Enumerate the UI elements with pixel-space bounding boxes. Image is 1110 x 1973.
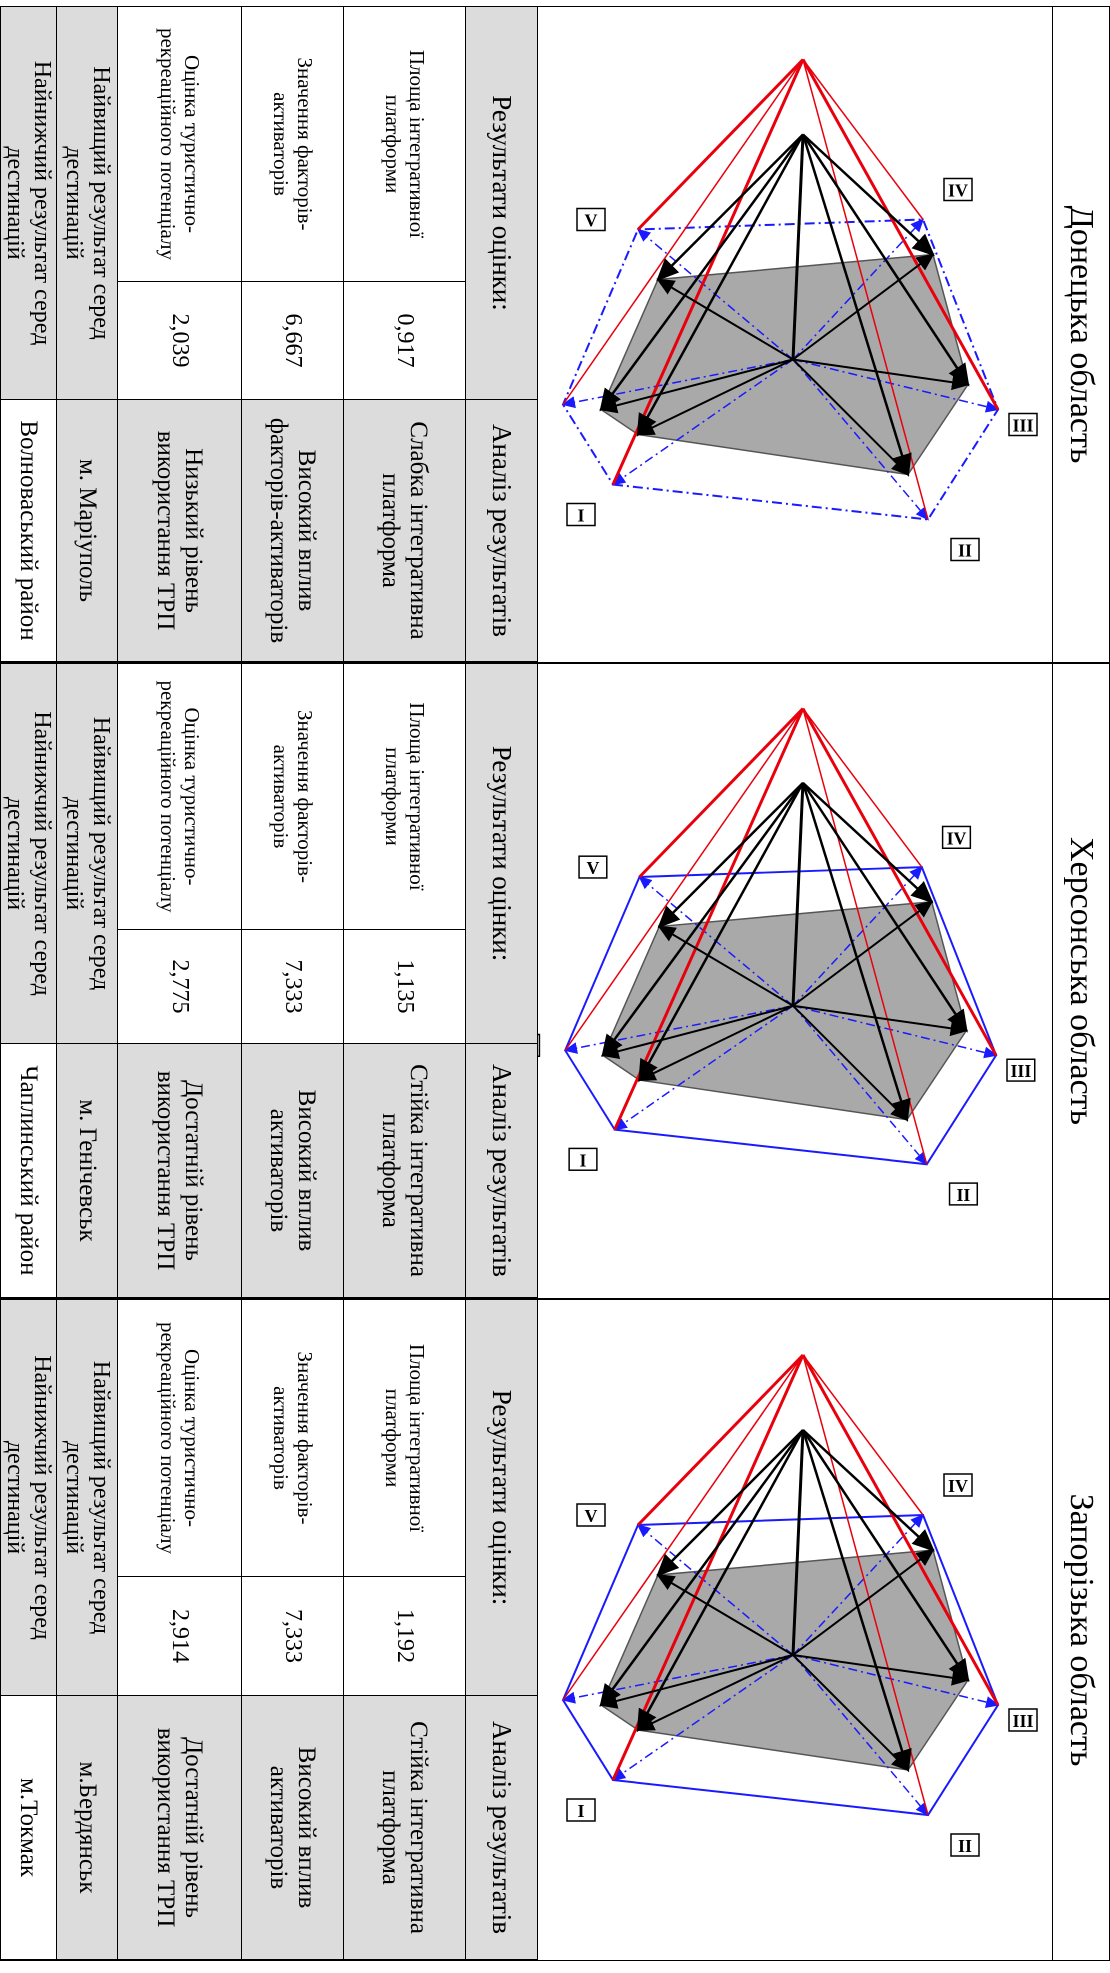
metric-label: Площа інтегративної платформи [343, 1300, 465, 1577]
svg-text:III: III [1012, 416, 1033, 436]
svg-text:I: I [577, 1801, 584, 1821]
svg-text:II: II [958, 541, 972, 561]
integrative-platform-diagram: IIIIIIIVVVI [538, 664, 1053, 1298]
axis-label: IV [944, 179, 972, 201]
activator-arrow [659, 783, 803, 927]
analysis-header: Аналіз результатів [465, 1696, 537, 1960]
axis-label: III [1009, 414, 1037, 436]
worst-destination: м.Токмак [0, 1696, 56, 1960]
apex-line [639, 709, 802, 877]
worst-destination: Волноваський район [0, 400, 56, 662]
metric-label: Оцінка туристично-рекреаційного потенціа… [117, 7, 241, 282]
apex-line [638, 1355, 803, 1525]
axis-label: V [579, 856, 607, 878]
worst-destination: Чаплинський район [0, 1044, 56, 1298]
svg-text:II: II [956, 1185, 970, 1205]
axis-label: III [1007, 1059, 1035, 1081]
svg-text:V: V [585, 1506, 598, 1526]
results-table: Результати оцінки: Аналіз результатів Площ… [1, 664, 538, 1298]
panel-title: Донецька область [1052, 7, 1109, 662]
analysis-text: Достатній рівень використання ТРП [117, 1044, 241, 1298]
analysis-text: Високий вплив активаторів [241, 1696, 343, 1960]
panel-title: Запорізька область [1052, 1300, 1109, 1960]
best-destination: м. Генічевськ [56, 1044, 117, 1298]
svg-text:IV: IV [947, 828, 967, 848]
svg-text:II: II [958, 1836, 972, 1856]
panel-title: Херсонська область [1052, 664, 1109, 1298]
metric-value: 0,917 [343, 282, 465, 400]
svg-text:V: V [585, 211, 598, 231]
best-result-label: Найвищий результат серед дестинацій [56, 7, 117, 400]
best-destination: м.Бердянськ [56, 1696, 117, 1960]
region-panel: Донецька областьIIIIIIIVVVIРезультати оц… [0, 6, 1110, 663]
analysis-text: Високий вплив активаторів [241, 1044, 343, 1298]
metric-label: Значення факторів-активаторів [241, 664, 343, 930]
activator-arrow [658, 1430, 803, 1575]
metric-value: 6,667 [241, 282, 343, 400]
axis-label: V [577, 209, 605, 231]
results-table: Результати оцінки: Аналіз результатів Площ… [1, 7, 538, 662]
metric-label: Значення факторів-активаторів [241, 1300, 343, 1577]
axis-label: V [577, 1504, 605, 1526]
apex-line [638, 60, 803, 230]
metric-value: 7,333 [241, 930, 343, 1044]
axis-label: III [1009, 1709, 1037, 1731]
axis-label: II [951, 539, 979, 561]
svg-text:I: I [580, 1150, 587, 1170]
svg-text:V: V [586, 858, 599, 878]
axis-label: I [569, 1148, 597, 1170]
best-result-label: Найвищий результат серед дестинацій [56, 664, 117, 1044]
activator-arrow [658, 135, 803, 280]
metric-label: Оцінка туристично-рекреаційного потенціа… [117, 664, 241, 930]
axis-label: VI [538, 1034, 539, 1056]
region-panel: Запорізька областьIIIIIIIVVVIРезультати … [0, 1299, 1110, 1961]
axis-label: II [950, 1183, 978, 1205]
metric-value: 7,333 [241, 1577, 343, 1696]
svg-text:III: III [1010, 1061, 1031, 1081]
metric-value: 1,192 [343, 1577, 465, 1696]
svg-text:III: III [1012, 1711, 1033, 1731]
analysis-text: Стійка інтегративна платформа [343, 1044, 465, 1298]
metric-value: 2,039 [117, 282, 241, 400]
metric-label: Площа інтегративної платформи [343, 7, 465, 282]
analysis-text: Високий вплив факторів-активаторів [241, 400, 343, 662]
best-destination: м. Маріуполь [56, 400, 117, 662]
analysis-text: Низький рівень використання ТРП [117, 400, 241, 662]
axis-label: I [567, 504, 595, 526]
results-header: Результати оцінки: [465, 664, 537, 1044]
results-table: Результати оцінки: Аналіз результатів Площ… [1, 1300, 538, 1960]
svg-text:I: I [577, 506, 584, 526]
metric-label: Площа інтегративної платформи [343, 664, 465, 930]
svg-text:IV: IV [948, 1476, 968, 1496]
analysis-header: Аналіз результатів [465, 1044, 537, 1298]
axis-label: II [951, 1834, 979, 1856]
analysis-text: Слабка інтегративна платформа [343, 400, 465, 662]
integrative-platform-diagram: IIIIIIIVVVI [538, 7, 1053, 662]
metric-label: Значення факторів-активаторів [241, 7, 343, 282]
worst-result-label: Найнижчий результат серед дестинацій [0, 7, 56, 400]
worst-result-label: Найнижчий результат серед дестинацій [0, 664, 56, 1044]
svg-text:IV: IV [948, 181, 968, 201]
region-panel: Херсонська областьIIIIIIIVVVIРезультати … [0, 663, 1110, 1299]
analysis-header: Аналіз результатів [465, 400, 537, 662]
axis-label: IV [944, 1474, 972, 1496]
analysis-text: Стійка інтегративна платформа [343, 1696, 465, 1960]
metric-value: 2,775 [117, 930, 241, 1044]
metric-value: 2,914 [117, 1577, 241, 1696]
metric-label: Оцінка туристично-рекреаційного потенціа… [117, 1300, 241, 1577]
axis-label: I [567, 1799, 595, 1821]
results-header: Результати оцінки: [465, 7, 537, 400]
best-result-label: Найвищий результат серед дестинацій [56, 1300, 117, 1696]
axis-label: IV [943, 826, 971, 848]
worst-result-label: Найнижчий результат серед дестинацій [0, 1300, 56, 1696]
metric-value: 1,135 [343, 930, 465, 1044]
results-header: Результати оцінки: [465, 1300, 537, 1696]
analysis-text: Достатній рівень використання ТРП [117, 1696, 241, 1960]
integrative-platform-diagram: IIIIIIIVVVI [538, 1300, 1053, 1960]
